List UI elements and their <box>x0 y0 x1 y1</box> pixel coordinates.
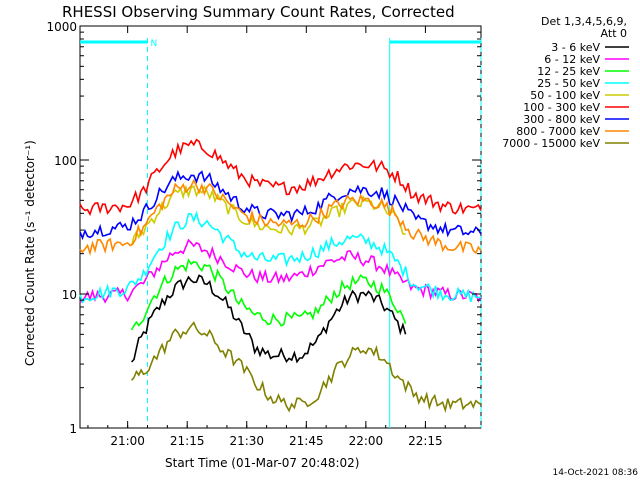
legend-header: Det 1,3,4,5,6,9, <box>541 15 627 28</box>
x-tick-label: 21:30 <box>229 434 264 448</box>
chart-title: RHESSI Observing Summary Count Rates, Co… <box>62 3 455 21</box>
series-line-6 <box>79 169 482 241</box>
legend-header: Att 0 <box>601 27 627 40</box>
x-tick-label: 21:45 <box>289 434 324 448</box>
series-line-3 <box>79 210 482 304</box>
plot-area: N 21:00 21:15 21:30 21:45 22:00 22:15 1 10 100 100… <box>46 20 482 448</box>
legend-entry-label: 800 - 7000 keV <box>516 125 600 138</box>
series-line-0 <box>131 274 407 364</box>
y-axis-label: Corrected Count Rate (s⁻¹ detector⁻¹) <box>23 140 37 366</box>
y-tick-label: 10 <box>62 288 77 302</box>
y-tick-label: 1 <box>69 422 77 436</box>
legend-entry-label: 25 - 50 keV <box>537 77 600 90</box>
legend-entry-label: 50 - 100 keV <box>530 89 600 102</box>
legend-entry-label: 12 - 25 keV <box>537 65 600 78</box>
series-line-8 <box>130 321 482 414</box>
series-line-4 <box>130 184 406 246</box>
flag-annotation: N <box>150 39 157 49</box>
series-line-1 <box>79 238 482 304</box>
plot-frame <box>79 25 482 429</box>
legend-entry-label: 3 - 6 keV <box>551 41 600 54</box>
series-line-5 <box>79 138 482 217</box>
legend-entry-label: 6 - 12 keV <box>544 53 600 66</box>
y-tick-label: 100 <box>54 154 77 168</box>
y-tick-label: 1000 <box>46 20 77 34</box>
footer-timestamp: 14-Oct-2021 08:36 <box>553 468 639 478</box>
x-tick-label: 22:15 <box>408 434 443 448</box>
x-tick-label: 22:00 <box>349 434 384 448</box>
x-axis-label: Start Time (01-Mar-07 20:48:02) <box>165 456 359 470</box>
series-line-2 <box>130 258 407 331</box>
x-tick-label: 21:15 <box>170 434 205 448</box>
legend-entry-label: 7000 - 15000 keV <box>502 137 600 150</box>
series-line-7 <box>79 178 482 256</box>
x-tick-label: 21:00 <box>110 434 145 448</box>
legend-entry-label: 300 - 800 keV <box>523 113 600 126</box>
legend-entry-label: 100 - 300 keV <box>523 101 600 114</box>
